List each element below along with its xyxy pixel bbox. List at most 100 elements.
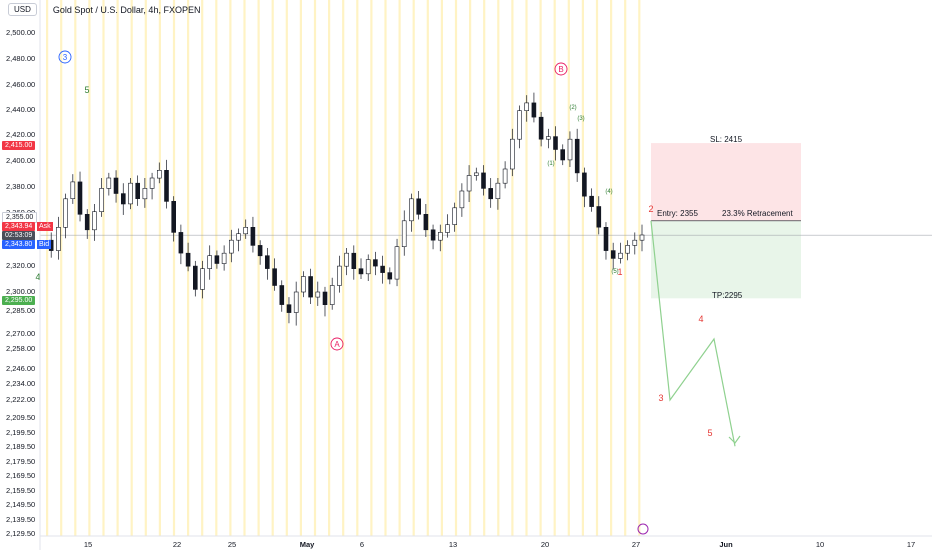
candle	[502, 161, 508, 189]
session-stripe	[497, 0, 500, 536]
session-stripe	[567, 0, 570, 536]
candle	[128, 178, 133, 210]
candle	[236, 228, 241, 252]
x-tick-label: Jun	[719, 540, 733, 549]
candle	[473, 167, 479, 181]
y-tick-label: 2,149.50	[6, 500, 36, 509]
y-tick-label: 2,246.00	[6, 364, 36, 373]
candle	[337, 255, 342, 293]
y-tick-label: 2,400.00	[6, 156, 36, 165]
chart-header: USD Gold Spot / U.S. Dollar, 4h, FXOPEN	[8, 3, 200, 16]
candle	[193, 260, 198, 297]
candle	[308, 268, 313, 305]
svg-text:3: 3	[658, 393, 663, 403]
session-stripe	[271, 0, 274, 536]
candle	[344, 247, 349, 276]
candle	[279, 280, 285, 312]
session-stripe	[356, 0, 359, 536]
y-tick-label: 2,480.00	[6, 54, 36, 63]
candle	[430, 224, 436, 250]
candle	[445, 214, 450, 238]
trade-zones	[40, 143, 932, 299]
wave-labels: 3 5 4 A B (1) (2)(3) (4) (5)1 2 3 4 5	[35, 50, 713, 535]
entry-label: Entry: 2355	[657, 209, 698, 218]
y-tick-label: 2,300.00	[6, 287, 36, 296]
candle	[351, 245, 357, 280]
session-stripe	[313, 0, 317, 536]
candle	[437, 224, 443, 252]
candle	[589, 188, 594, 212]
candle	[221, 245, 227, 271]
candle	[401, 210, 407, 256]
svg-text:4: 4	[698, 314, 703, 324]
candle	[358, 258, 364, 280]
ask-price-badge: 2,343.94	[2, 222, 36, 231]
candle	[257, 240, 263, 265]
y-tick-label: 2,139.50	[6, 515, 36, 524]
session-stripe	[285, 0, 288, 536]
bid-tag: Bid	[37, 240, 52, 249]
session-stripe	[60, 0, 63, 536]
candle	[113, 170, 119, 203]
x-tick-label: 25	[227, 540, 237, 549]
session-stripe	[511, 0, 514, 536]
candle	[185, 242, 191, 272]
wave-label: 4	[698, 314, 703, 324]
currency-selector[interactable]: USD	[8, 3, 37, 16]
bid-price-badge: 2,343.80	[2, 240, 36, 249]
candle	[466, 165, 472, 202]
tp-price-badge: 2,295.00	[2, 296, 36, 305]
wave-label: (4)	[605, 189, 612, 195]
candle	[452, 202, 458, 232]
candle	[56, 216, 61, 260]
candle	[250, 216, 256, 253]
y-tick-label: 2,159.50	[6, 486, 36, 495]
y-tick-label: 2,129.50	[6, 529, 36, 538]
wave-label: 5	[84, 85, 89, 95]
session-stripe	[539, 0, 542, 536]
y-tick-label: 2,380.00	[6, 182, 36, 191]
y-tick-label: 2,222.00	[6, 395, 36, 404]
session-stripe	[229, 0, 232, 536]
svg-text:(5): (5)	[611, 269, 618, 275]
forecast-arrowhead	[728, 435, 741, 444]
svg-text:5: 5	[707, 428, 712, 438]
candle	[632, 232, 638, 255]
session-stripe	[74, 0, 77, 536]
session-stripe	[398, 0, 401, 536]
session-stripe	[483, 0, 486, 536]
wave-label: (5)	[611, 269, 618, 275]
candle	[77, 171, 83, 222]
y-tick-label: 2,234.00	[6, 379, 36, 388]
candle	[423, 203, 429, 237]
candle	[567, 131, 573, 168]
candle	[229, 229, 234, 263]
wave-label: B	[554, 62, 568, 76]
candle	[286, 297, 292, 324]
candle	[618, 242, 623, 264]
session-stripe	[130, 0, 133, 536]
session-stripe	[257, 0, 260, 536]
goto-realtime-icon	[637, 523, 649, 535]
candle	[264, 247, 270, 280]
svg-text:5: 5	[84, 85, 89, 95]
candle	[416, 190, 422, 220]
session-stripe	[46, 0, 49, 536]
candlestick-series	[48, 92, 645, 326]
session-stripe	[102, 0, 105, 536]
candle	[63, 193, 68, 239]
session-stripe	[299, 0, 302, 536]
x-tick-label: 10	[815, 540, 825, 549]
candle	[365, 254, 371, 281]
x-tick-label: 20	[540, 540, 550, 549]
candle	[488, 178, 494, 208]
x-tick-label: 22	[172, 540, 182, 549]
svg-text:(2): (2)	[569, 105, 576, 111]
countdown-timer: 02:53:09	[2, 231, 36, 240]
session-stripe	[384, 0, 387, 536]
wave-label: (2)	[569, 105, 576, 111]
session-stripe	[581, 0, 584, 536]
candle	[164, 159, 169, 209]
svg-text:B: B	[558, 65, 563, 74]
